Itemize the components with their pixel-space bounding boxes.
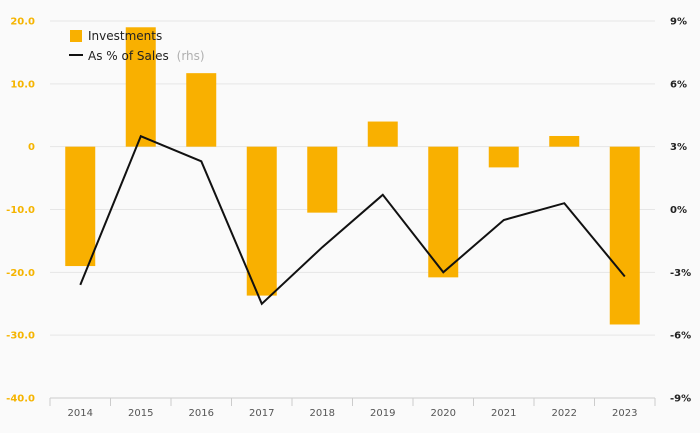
legend-rhs-note: (rhs) [177,49,205,63]
x-tick-label: 2018 [310,408,335,419]
legend-investments-label: Investments [88,29,162,43]
right-y-axis: 9% 6% 3% 0% -3% -6% -9% [670,17,691,405]
bar-2015 [125,27,156,147]
left-y-axis: 20.0 10.0 0 -10.0 -20.0 -30.0 -40.0 [6,17,35,405]
bar-2021 [488,146,519,168]
x-axis: 2014 2015 2016 2017 2018 2019 2020 2021 2022 2023 [49,397,656,419]
bar-2023 [609,146,640,325]
left-tick-label: -40.0 [6,394,35,405]
bar-2022 [549,135,580,147]
bar-2017 [246,146,277,296]
right-tick-label: 3% [670,142,687,153]
bar-2014 [65,146,96,267]
right-tick-label: -6% [670,331,691,342]
x-tick-label: 2017 [249,408,274,419]
legend-sales-label: As % of Sales [88,49,169,63]
x-tick-label: 2023 [612,408,637,419]
bar-2020 [428,146,459,278]
x-tick-label: 2021 [491,408,516,419]
x-tick-label: 2014 [68,408,93,419]
right-tick-label: 0% [670,205,687,216]
sales-percent-line [79,134,626,306]
x-tick-label: 2020 [431,408,456,419]
bar-2016 [186,73,217,147]
investment-bars [65,27,640,325]
right-tick-label: 9% [670,17,687,28]
x-tick-label: 2022 [552,408,577,419]
left-tick-label: 0 [28,142,35,153]
x-tick-label: 2015 [128,408,153,419]
left-tick-label: 20.0 [10,17,35,28]
right-tick-label: -9% [670,394,691,405]
left-tick-label: -30.0 [6,331,35,342]
legend-investments-swatch [70,30,82,42]
x-tick-label: 2016 [189,408,214,419]
left-tick-label: 10.0 [10,79,35,90]
right-tick-label: -3% [670,268,691,279]
svg-text:As % of Sales (rhs): As % of Sales (rhs) [88,49,205,63]
left-tick-label: -10.0 [6,205,35,216]
bar-2018 [307,146,338,213]
x-tick-label: 2019 [370,408,395,419]
right-tick-label: 6% [670,79,687,90]
bar-2019 [367,121,398,147]
left-tick-label: -20.0 [6,268,35,279]
legend: Investments As % of Sales (rhs) [69,29,205,63]
